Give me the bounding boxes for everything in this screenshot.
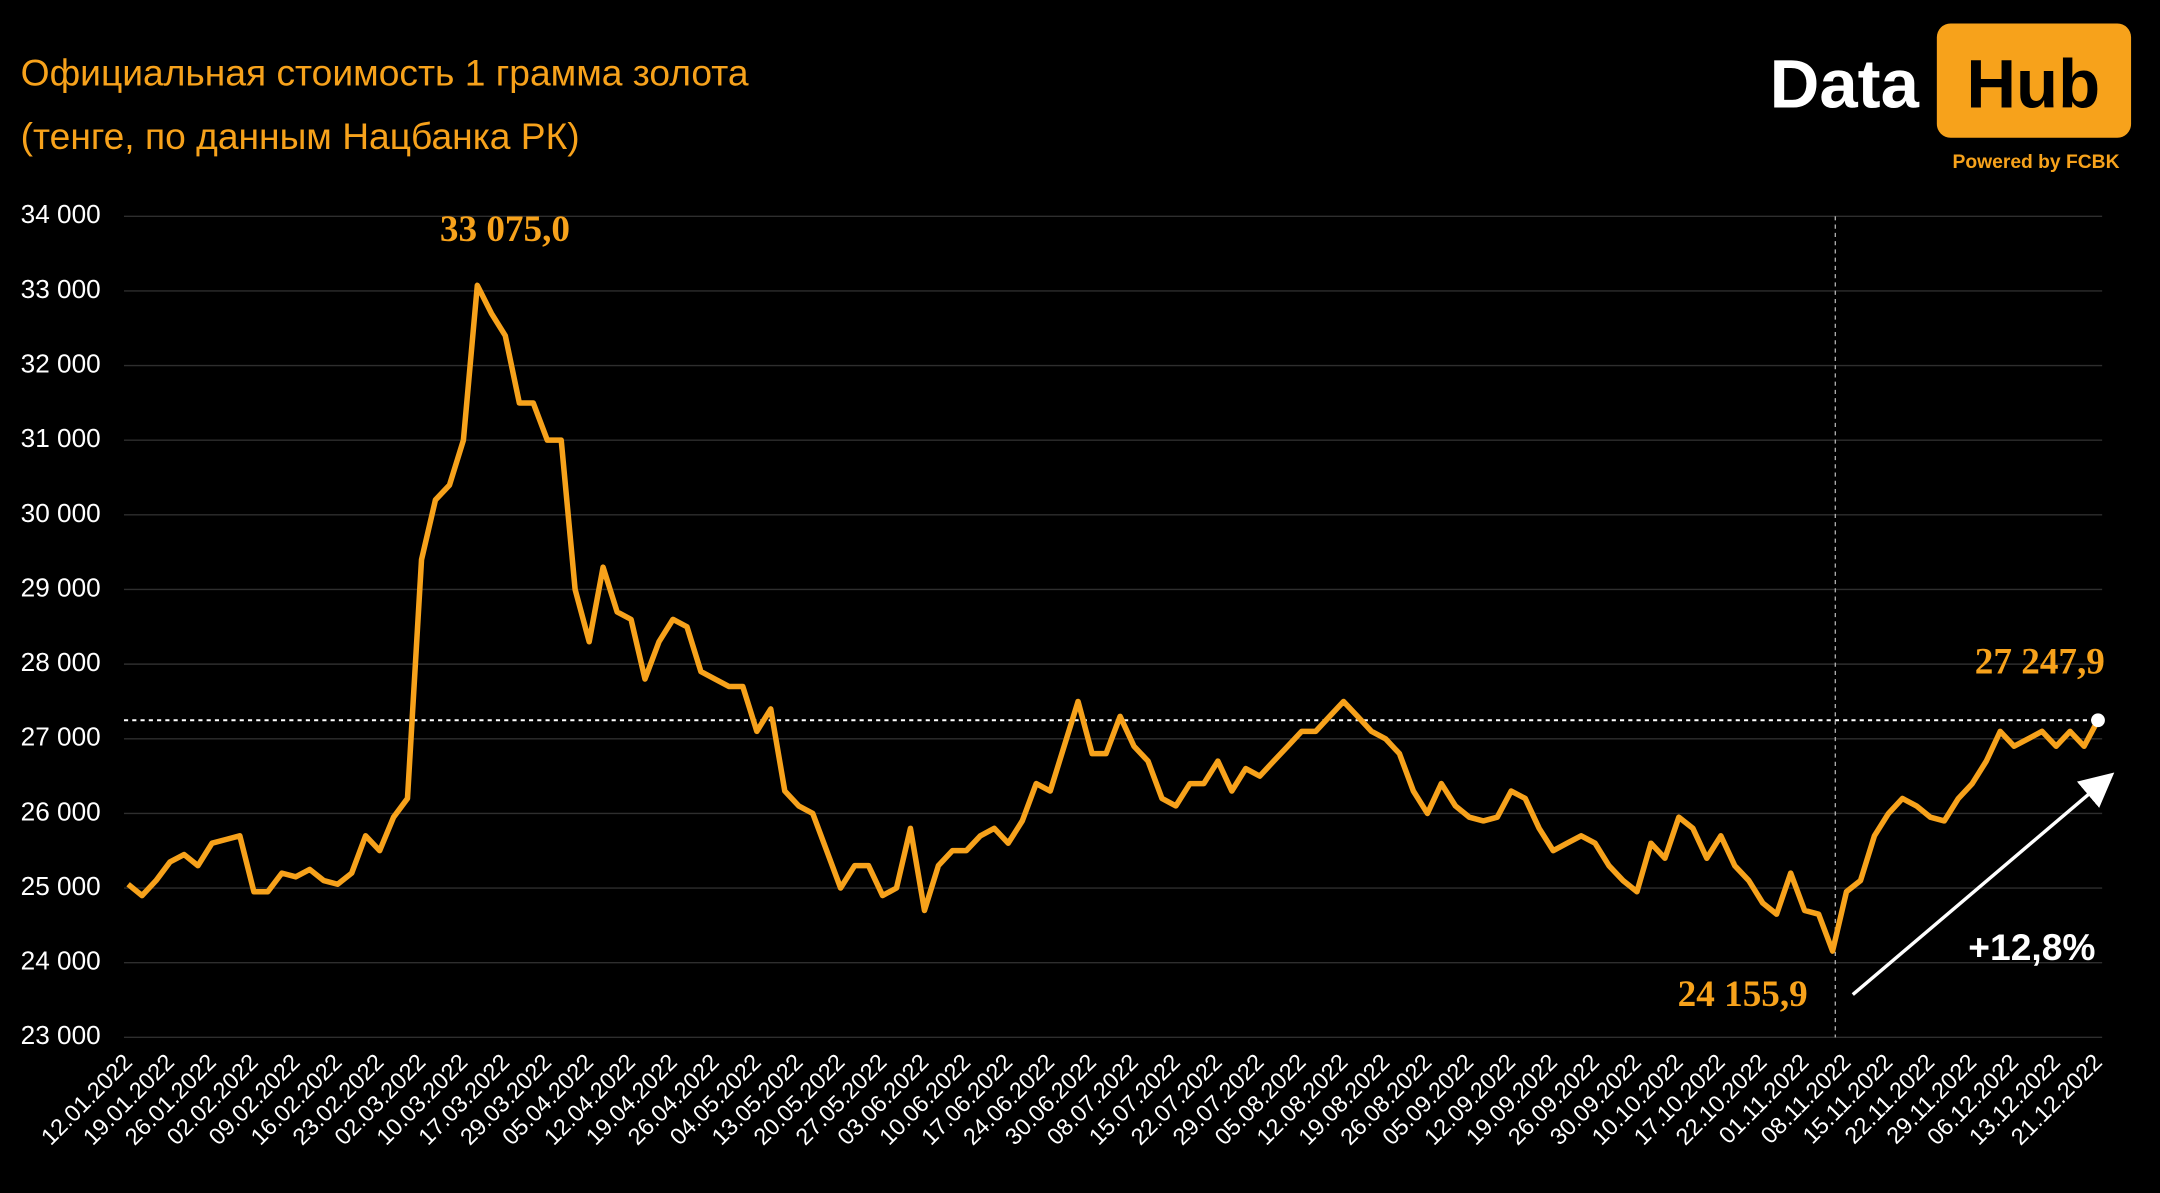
end-dot [2091, 713, 2105, 728]
chart-title: Официальная стоимость 1 грамма золота [21, 51, 749, 93]
change-arrow [1851, 772, 2115, 996]
annotation: 27 247,9 [1975, 641, 2105, 682]
y-tick-label: 30 000 [21, 498, 101, 528]
y-tick-label: 31 000 [21, 423, 101, 453]
y-tick-label: 26 000 [21, 796, 101, 826]
y-tick-label: 25 000 [21, 871, 101, 901]
y-tick-label: 32 000 [21, 348, 101, 378]
y-tick-label: 29 000 [21, 572, 101, 602]
change-label: +12,8% [1968, 926, 2095, 968]
logo-tagline: Powered by FCBK [1953, 152, 2120, 173]
annotation: 24 155,9 [1678, 974, 1808, 1015]
logo-badge: Hub [1966, 45, 2100, 122]
price-line [126, 282, 2101, 954]
y-tick-label: 24 000 [21, 946, 101, 976]
y-tick-label: 28 000 [21, 647, 101, 677]
grid [123, 215, 2103, 1039]
chart-subtitle: (тенге, по данным Нацбанка РК) [21, 115, 580, 157]
annotation: 33 075,0 [440, 209, 570, 250]
logo-badge-bg [1936, 23, 2132, 138]
y-tick-label: 23 000 [21, 1020, 101, 1050]
logo-text: Data [1770, 45, 1920, 122]
y-tick-label: 34 000 [21, 199, 101, 229]
plot [126, 282, 2105, 954]
y-tick-label: 27 000 [21, 722, 101, 752]
y-tick-label: 33 000 [21, 274, 101, 304]
